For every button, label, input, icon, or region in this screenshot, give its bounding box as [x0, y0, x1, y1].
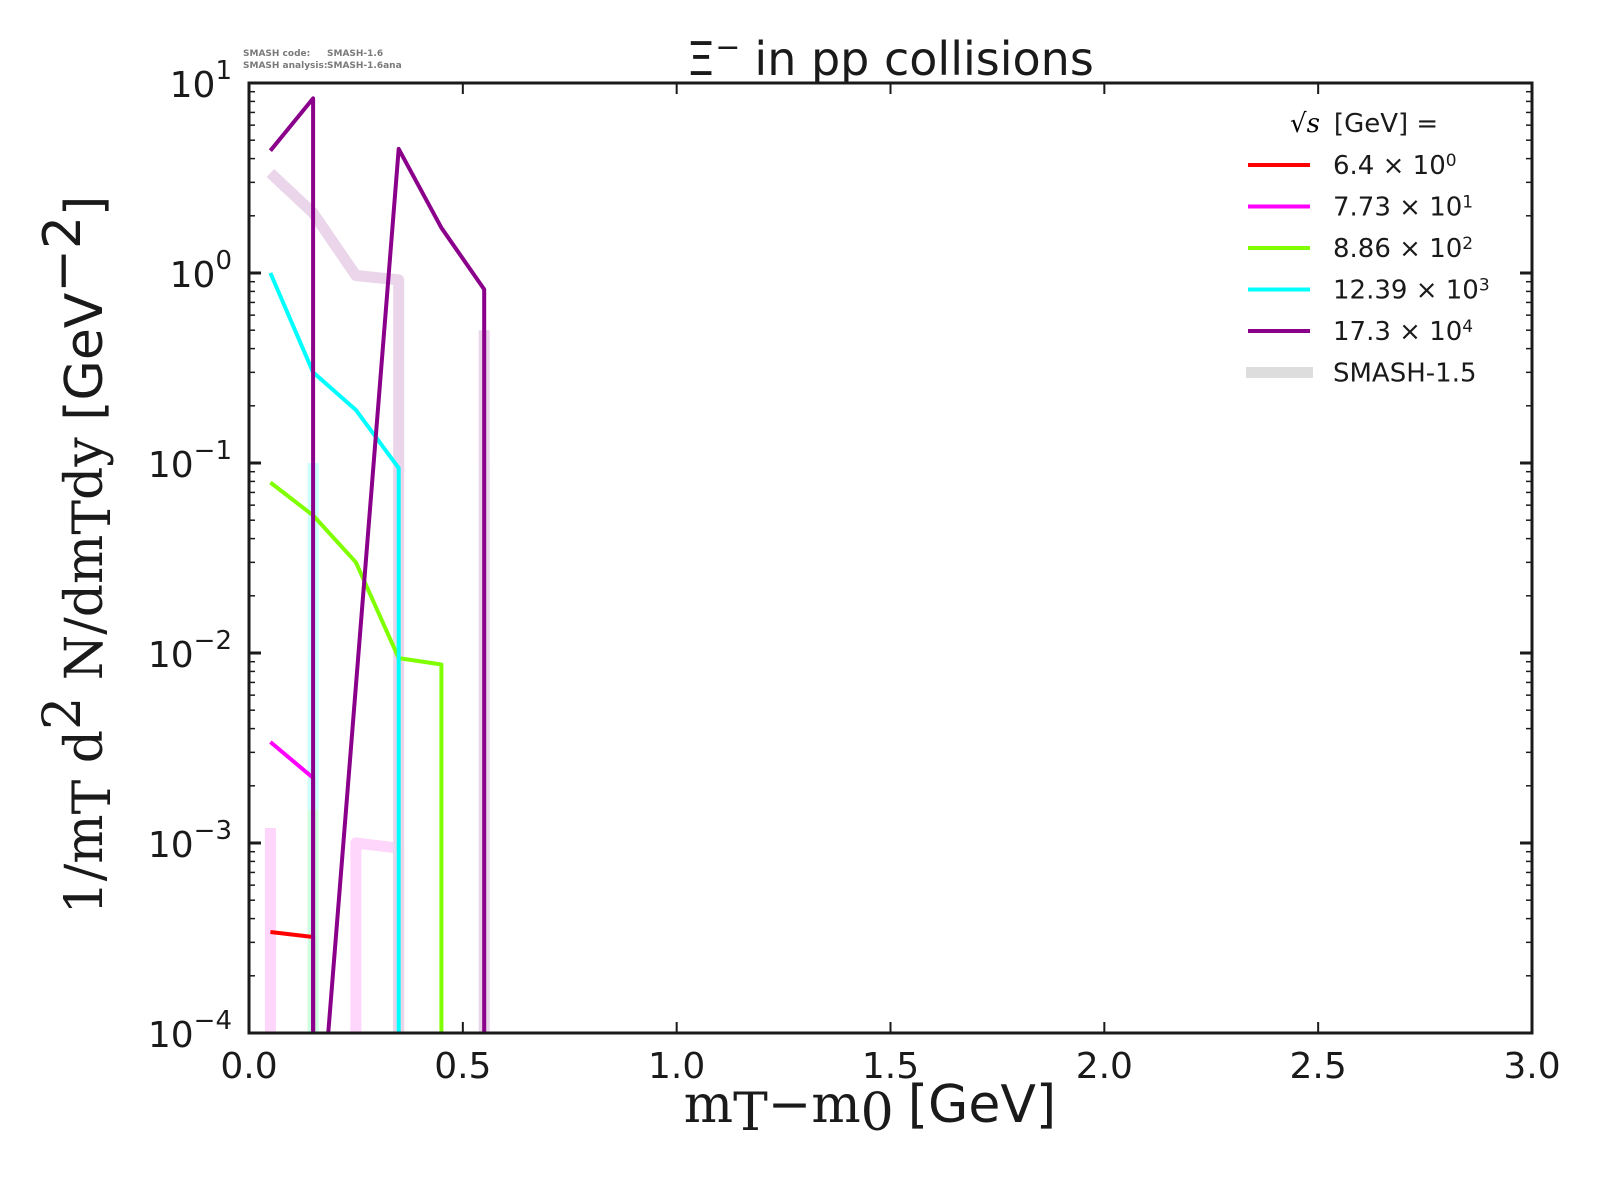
- legend-title-sqrt: √s: [1290, 109, 1320, 139]
- ylabel-a: 1/m: [55, 814, 115, 914]
- ylabel-bracket: ]: [55, 196, 115, 216]
- x-tick-label-6: 3.0: [1503, 1046, 1560, 1087]
- ylabel-sub-t2: T: [63, 500, 123, 535]
- watermark: SMASH code: SMASH-1.6 SMASH analysis: SM…: [243, 49, 402, 71]
- legend: √s [GeV] = 6.4 × 100 7.73 × 101 8.86 × 102 1…: [1246, 109, 1490, 389]
- xlabel-minus: −: [768, 1075, 812, 1135]
- y-tick-label-1: 100: [170, 246, 232, 296]
- ylabel-unit-sup: −2: [33, 216, 93, 293]
- legend-label-mantissa: 6.4 × 10: [1333, 151, 1446, 181]
- y-tick-label-0: 101: [170, 56, 232, 106]
- legend-label-exponent: 2: [1462, 234, 1473, 254]
- x-tick-label-1: 0.5: [434, 1046, 491, 1087]
- series-line-3: [268, 272, 401, 1033]
- legend-title-rest: [GeV] =: [1334, 109, 1438, 139]
- series-line-2: [269, 480, 444, 1033]
- chart-title: Ξ− in pp collisions: [686, 30, 1094, 86]
- series-lines: [268, 96, 487, 1033]
- x-tick-label-2: 1.0: [648, 1046, 705, 1087]
- axis-ticks: [248, 81, 1533, 1035]
- legend-label-exponent: 0: [1446, 151, 1457, 171]
- series-line-1: [269, 740, 316, 1033]
- y-tick-exponent: −2: [194, 626, 232, 656]
- title-particle: Ξ: [686, 32, 715, 86]
- xlabel-sub-0: 0: [861, 1083, 894, 1143]
- y-tick-label-2: 10−1: [148, 436, 232, 486]
- ylabel-dy: dy: [55, 437, 115, 500]
- watermark-analysis-value: SMASH-1.6ana: [327, 61, 402, 71]
- y-tick-exponent: −1: [194, 436, 232, 466]
- y-tick-exponent: −3: [194, 816, 232, 846]
- y-tick-base: 10: [148, 825, 194, 866]
- ylabel-sup-2: 2: [33, 697, 93, 730]
- x-tick-label-5: 2.5: [1290, 1046, 1347, 1087]
- y-tick-base: 10: [148, 1015, 194, 1056]
- watermark-code-label: SMASH code:: [243, 49, 310, 59]
- xlabel-m: m: [684, 1075, 733, 1135]
- x-tick-label-3: 1.5: [862, 1046, 919, 1087]
- y-tick-label-3: 10−2: [148, 626, 232, 676]
- legend-label-1: 7.73 × 101: [1333, 193, 1473, 223]
- legend-label-exponent: 3: [1479, 276, 1490, 296]
- xlabel-unit: [GeV]: [908, 1075, 1056, 1135]
- reference-curve-1: [350, 837, 405, 1033]
- x-tick-label-0: 0.0: [220, 1046, 277, 1087]
- y-tick-exponent: −4: [194, 1006, 232, 1036]
- xlabel-sub-t: T: [733, 1083, 768, 1143]
- legend-label-4: 17.3 × 104: [1333, 317, 1473, 347]
- y-tick-base: 10: [170, 255, 216, 296]
- ylabel-d: d: [55, 730, 115, 780]
- y-axis-label: 1/mT d2 N/dmTdy [GeV−2]: [33, 196, 123, 915]
- x-axis-label: mT−m0 [GeV]: [684, 1075, 1056, 1143]
- legend-label-3: 12.39 × 103: [1333, 276, 1490, 306]
- y-tick-exponent: 0: [215, 246, 232, 276]
- legend-label-mantissa: 7.73 × 10: [1333, 193, 1462, 223]
- y-tick-base: 10: [148, 635, 194, 676]
- y-tick-exponent: 1: [215, 56, 232, 86]
- xlabel-m0: m: [811, 1075, 860, 1135]
- legend-label-2: 8.86 × 102: [1333, 234, 1473, 264]
- y-tick-base: 10: [148, 445, 194, 486]
- watermark-code-value: SMASH-1.6: [327, 49, 383, 59]
- legend-title: √s [GeV] =: [1290, 109, 1438, 139]
- x-tick-label-4: 2.0: [1076, 1046, 1133, 1087]
- legend-label-reference: SMASH-1.5: [1333, 359, 1477, 389]
- ylabel-n-dm: N/dm: [55, 535, 115, 697]
- y-tick-label-5: 10−4: [148, 1006, 232, 1056]
- legend-label-mantissa: 17.3 × 10: [1333, 317, 1462, 347]
- legend-label-0: 6.4 × 100: [1333, 151, 1457, 181]
- y-tick-label-4: 10−3: [148, 816, 232, 866]
- series-line-4: [268, 96, 487, 1033]
- legend-label-mantissa: 12.39 × 10: [1333, 276, 1479, 306]
- legend-label-exponent: 1: [1462, 193, 1473, 213]
- watermark-analysis-label: SMASH analysis:: [243, 61, 327, 71]
- title-rest: in pp collisions: [754, 32, 1093, 86]
- ylabel-sub-t1: T: [63, 779, 123, 814]
- title-charge: −: [715, 30, 740, 65]
- legend-label-exponent: 4: [1462, 317, 1473, 337]
- ylabel-unit: [GeV: [55, 292, 115, 437]
- legend-label-mantissa: 8.86 × 10: [1333, 234, 1462, 264]
- x-tick-labels: 0.0 0.5 1.0 1.5 2.0 2.5 3.0: [220, 1046, 1560, 1087]
- y-tick-base: 10: [170, 65, 216, 106]
- reference-curve-6: [266, 168, 405, 1033]
